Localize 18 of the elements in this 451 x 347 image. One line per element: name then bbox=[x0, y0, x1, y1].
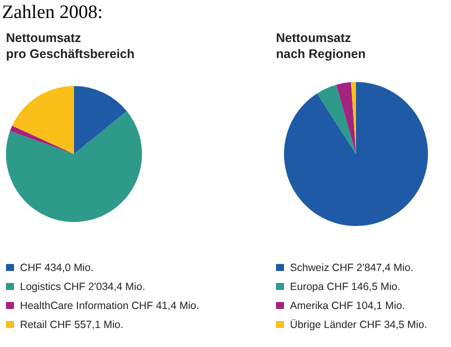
legend-label: HealthCare Information CHF 41,4 Mio. bbox=[20, 300, 200, 312]
pie-slice bbox=[284, 82, 428, 226]
legend-label: Europa CHF 146,5 Mio. bbox=[290, 280, 400, 292]
legend-label: Amerika CHF 104,1 Mio. bbox=[290, 300, 405, 312]
legend-label: Übrige Länder CHF 34,5 Mio. bbox=[290, 318, 428, 330]
chart-title: Nettoumsatz pro Geschäftsbereich bbox=[6, 30, 136, 62]
pie-slice bbox=[10, 126, 74, 154]
pie-slice bbox=[336, 82, 356, 154]
pie-slice bbox=[6, 111, 142, 222]
legend-label: Schweiz CHF 2'847,4 Mio. bbox=[290, 262, 414, 274]
legend-label: Retail CHF 557,1 Mio. bbox=[20, 318, 124, 330]
text: Zahlen 2008: bbox=[2, 2, 103, 24]
pie-slice bbox=[74, 86, 127, 154]
legend-label: CHF 434,0 Mio. bbox=[20, 262, 94, 274]
legend-label: Logistics CHF 2'034,4 Mio. bbox=[20, 280, 146, 292]
pie-slice bbox=[317, 84, 356, 154]
chart-title: Nettoumsatz nach Regionen bbox=[276, 30, 367, 62]
pie-slice bbox=[12, 86, 74, 154]
